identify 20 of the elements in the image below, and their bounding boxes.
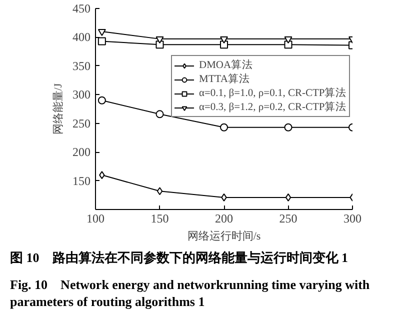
legend-label: α=0.3, β=1.2, ρ=0.2, CR-CTP算法 — [199, 100, 347, 114]
y-tick-label: 400 — [72, 30, 90, 44]
y-tick-label: 200 — [72, 145, 90, 160]
y-tick-label: 450 — [72, 2, 90, 16]
y-tick-label: 300 — [72, 88, 90, 102]
x-tick-label: 100 — [86, 212, 104, 226]
legend-label: α=0.1, β=1.0, ρ=0.1, CR-CTP算法 — [199, 86, 347, 100]
caption: 图 10 路由算法在不同参数下的网络能量与运行时间变化 1 — [10, 250, 348, 267]
x-tick-label: 300 — [344, 212, 362, 226]
x-tick-label: 150 — [150, 212, 169, 226]
caption: Fig. 10 Network energy and networkrunning time varying with parameters of routing algorithms 1 — [10, 276, 371, 311]
y-tick-label: 350 — [72, 58, 90, 73]
legend-label: MTTA算法 — [199, 72, 250, 86]
y-tick-label: 250 — [72, 116, 90, 130]
y-axis-title: 网络能量/J — [52, 82, 64, 135]
x-axis-title: 网络运行时间/s — [187, 230, 261, 242]
legend-label: DMOA算法 — [199, 58, 254, 72]
x-tick-label: 250 — [279, 212, 298, 226]
x-tick-label: 200 — [215, 212, 233, 226]
y-tick-label: 150 — [72, 174, 90, 188]
